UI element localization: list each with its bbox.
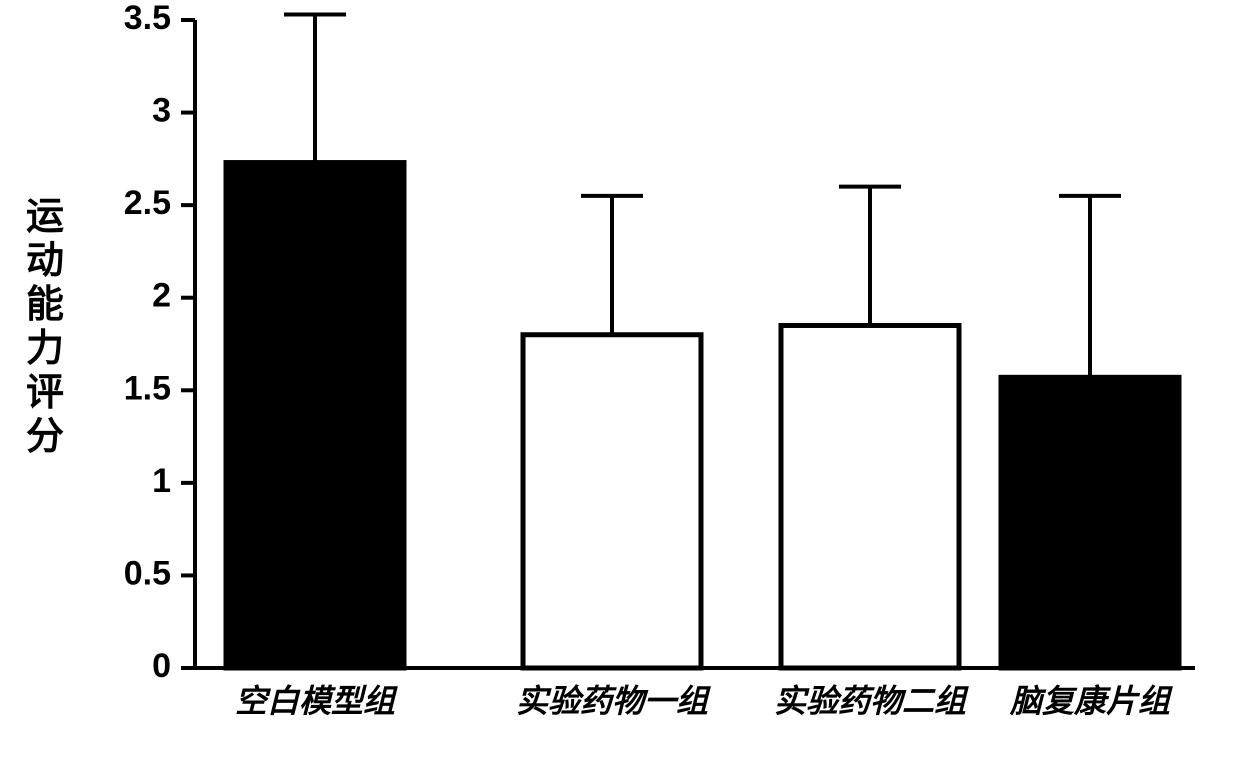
bar xyxy=(781,325,959,668)
x-tick-label: 实验药物一组 xyxy=(516,683,711,719)
x-tick-label: 实验药物二组 xyxy=(774,683,969,719)
y-axis-label-char: 力 xyxy=(26,328,64,370)
y-tick-label: 2.5 xyxy=(124,184,171,222)
bar xyxy=(226,163,404,668)
y-tick-label: 3 xyxy=(152,92,171,130)
y-axis-label-char: 评 xyxy=(26,372,64,414)
y-axis-label-char: 分 xyxy=(26,416,64,458)
y-tick-label: 0 xyxy=(152,647,171,685)
x-tick-label: 空白模型组 xyxy=(235,683,398,719)
bar-chart: 0 0.5 1 1.5 2 2.5 3 3.5 运动能力评分空白模型组 实验药物一组 实验药物二组 脑… xyxy=(0,0,1240,779)
x-tick-label: 脑复康片组 xyxy=(1009,683,1173,719)
bar xyxy=(1001,377,1179,668)
y-tick-label: 1.5 xyxy=(124,369,171,407)
y-tick-label: 1 xyxy=(152,462,171,500)
y-tick-label: 2 xyxy=(152,277,171,315)
y-tick-label: 0.5 xyxy=(124,554,171,592)
y-axis-label-char: 运 xyxy=(26,196,64,238)
y-axis-label-char: 能 xyxy=(26,284,64,326)
y-tick-label: 3.5 xyxy=(124,0,171,37)
bar xyxy=(523,335,701,668)
y-axis-label-char: 动 xyxy=(26,240,64,282)
